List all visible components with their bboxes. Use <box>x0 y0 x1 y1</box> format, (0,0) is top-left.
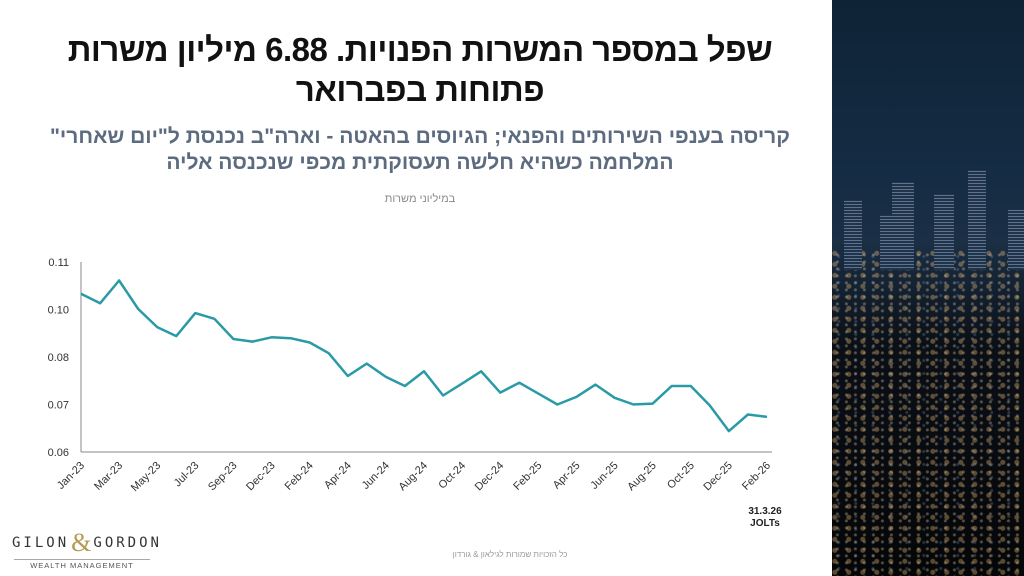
x-tick-label: Aug-25 <box>625 460 659 494</box>
series-line <box>80 279 768 433</box>
x-tick-label: Jun-24 <box>360 460 392 492</box>
x-tick-label: Apr-25 <box>551 460 583 492</box>
slide-subtitle: קריסה בענפי השירותים והפנאי; הגיוסים בהא… <box>49 125 791 174</box>
x-tick-label: Feb-24 <box>283 460 316 493</box>
source-name: JOLTs <box>750 518 780 529</box>
building <box>1008 210 1024 270</box>
logo-ampersand: & <box>71 528 92 557</box>
building <box>880 215 894 270</box>
copyright-footer: כל הזכויות שמורות לגילאון & גורדון <box>452 550 568 559</box>
x-tick-label: Dec-25 <box>701 460 735 494</box>
x-tick-label: Oct-25 <box>665 460 697 492</box>
city-lights <box>832 250 1024 576</box>
y-tick-label: 0.10 <box>48 305 69 317</box>
building <box>968 170 986 270</box>
x-tick-label: Apr-24 <box>322 460 354 492</box>
logo-name-right: GORDON <box>93 535 162 551</box>
company-logo: GILON & GORDON WEALTH MANAGEMENT <box>12 528 159 570</box>
x-tick-label: Dec-23 <box>244 460 278 494</box>
logo-tagline: WEALTH MANAGEMENT <box>30 561 134 570</box>
city-night-photo <box>832 0 1024 576</box>
y-tick-label: 0.11 <box>48 257 69 269</box>
y-tick-label: 0.07 <box>48 400 69 412</box>
slide-title: שפל במספר המשרות הפנויות. 6.88 מיליון מש… <box>67 31 773 108</box>
x-tick-label: Jun-25 <box>588 460 620 492</box>
x-tick-label: Mar-23 <box>92 460 125 493</box>
building <box>934 194 954 270</box>
x-tick-label: Dec-24 <box>473 460 507 494</box>
unit-label: במיליוני משרות <box>384 193 456 205</box>
building <box>892 182 914 270</box>
source-date: 31.3.26 <box>748 506 782 517</box>
source-note: 31.3.26 JOLTs <box>740 506 790 530</box>
logo-divider <box>14 559 150 560</box>
logo-name-left: GILON <box>12 535 70 551</box>
x-tick-label: Aug-24 <box>397 460 431 494</box>
x-tick-label: Feb-25 <box>511 460 544 493</box>
building <box>844 200 862 270</box>
x-tick-label: Oct-24 <box>436 460 468 492</box>
x-tick-label: Jul-23 <box>172 460 202 490</box>
line-chart: 0.06 0.07 0.08 0.10 0.11 Jan-23 Mar-23 May-23 Ju… <box>48 257 774 494</box>
x-tick-label: Sep-23 <box>206 460 240 494</box>
x-tick-label: May-23 <box>129 460 163 494</box>
y-tick-label: 0.06 <box>48 447 69 459</box>
x-tick-label: Jan-23 <box>55 460 87 492</box>
x-tick-label: Feb-26 <box>740 460 773 493</box>
y-tick-label: 0.08 <box>48 352 69 364</box>
